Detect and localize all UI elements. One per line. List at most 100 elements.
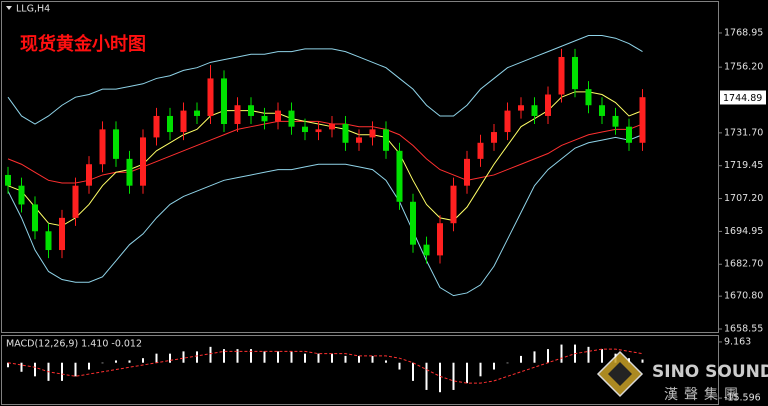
candle-body [275,110,281,122]
macd-bar [358,355,360,363]
macd-bar [61,362,63,381]
macd-bar [493,362,495,370]
y-tick-label: 9.163 [724,336,751,347]
last-price-box [720,90,766,105]
candle-body [32,204,38,232]
candle-body [572,56,578,90]
macd-bar [385,360,387,363]
macd-bar [7,362,9,368]
candle-body [167,115,173,133]
candle-body [437,223,443,256]
candle-body [194,110,200,116]
candle-body [626,126,632,143]
candle-body [504,110,511,133]
macd-bar [34,362,36,377]
macd-bar [533,351,536,363]
macd-label: MACD(12,26,9) 1.410 -0.012 [6,339,142,350]
macd-bar [439,362,441,393]
candle-body [639,97,646,143]
chart-title: LLG,H4 [16,4,50,15]
candle-body [59,217,65,251]
candle-body [558,56,565,95]
candle-body [315,129,322,133]
macd-bar [371,355,374,363]
candle-body [126,158,133,186]
macd-bar [182,351,185,363]
candle-body [113,129,119,159]
candle-body [329,124,335,130]
macd-bar [277,351,279,363]
candle-body [396,150,403,202]
candle-body [545,94,551,116]
macd-bar [142,358,144,363]
candle-body [531,105,538,116]
candle-body [383,129,389,151]
macd-bar [155,353,158,363]
indicator-line [7,120,643,184]
y-tick-label: 1768.95 [724,27,763,38]
indicator-line [7,35,643,125]
logo-inner [608,362,632,386]
candle-body [261,115,268,122]
indicator-line [7,91,643,227]
macd-bar [641,359,644,363]
annotation: 现货黄金小时图 [20,33,146,55]
macd-bar [196,351,198,363]
candle-body [450,185,457,224]
macd-frame [1,335,719,405]
macd-bar [304,353,306,363]
candle-body [72,185,79,218]
indicator-line [7,134,643,297]
macd-bar [209,346,212,363]
macd-bar [263,351,266,363]
candle-body [18,185,25,205]
macd-bar [520,355,522,363]
macd-bar [560,344,563,363]
candle-body [180,110,187,133]
candle-body [207,78,214,116]
macd-bar [250,349,252,363]
candle-body [86,164,92,186]
menu-arrow[interactable] [6,6,12,10]
y-tick-label: 1719.45 [724,160,763,171]
candle-body [234,105,241,125]
candle-body [518,105,524,111]
candle-body [423,244,430,256]
y-tick-label: 1756.20 [724,62,763,73]
last-price-label: 1744.89 [723,93,762,104]
y-tick-label: 1707.20 [724,193,763,204]
brand: SINO SOUND [652,362,768,382]
y-tick-label: -15.596 [724,393,761,404]
macd-bar [88,362,90,370]
macd-bar [115,360,117,363]
macd-bar [452,362,455,390]
macd-bar [169,353,171,363]
macd-bar [506,362,509,364]
macd-bar [547,349,549,363]
candle-body [612,115,619,127]
candle-body [99,129,106,165]
y-tick-label: 1658.55 [724,324,763,335]
brand-chinese: 漢聲集團 [664,386,744,403]
candle-body [585,89,592,106]
candle-body [302,126,308,133]
candle-body [369,129,376,138]
macd-bar [128,360,131,363]
y-tick-label: 1682.70 [724,259,763,270]
macd-bar [20,362,23,372]
macd-bar [412,362,414,381]
candle-body [464,158,470,186]
macd-bar [290,351,293,363]
candle-body [356,137,362,143]
macd-bar [479,362,482,377]
macd-bar [425,362,428,390]
candle-body [477,142,484,159]
macd-bar [223,349,225,363]
candle-body [288,110,295,127]
macd-bar [331,353,333,363]
macd-bar [587,346,590,363]
candle-body [248,105,254,116]
candle-body [45,231,52,251]
